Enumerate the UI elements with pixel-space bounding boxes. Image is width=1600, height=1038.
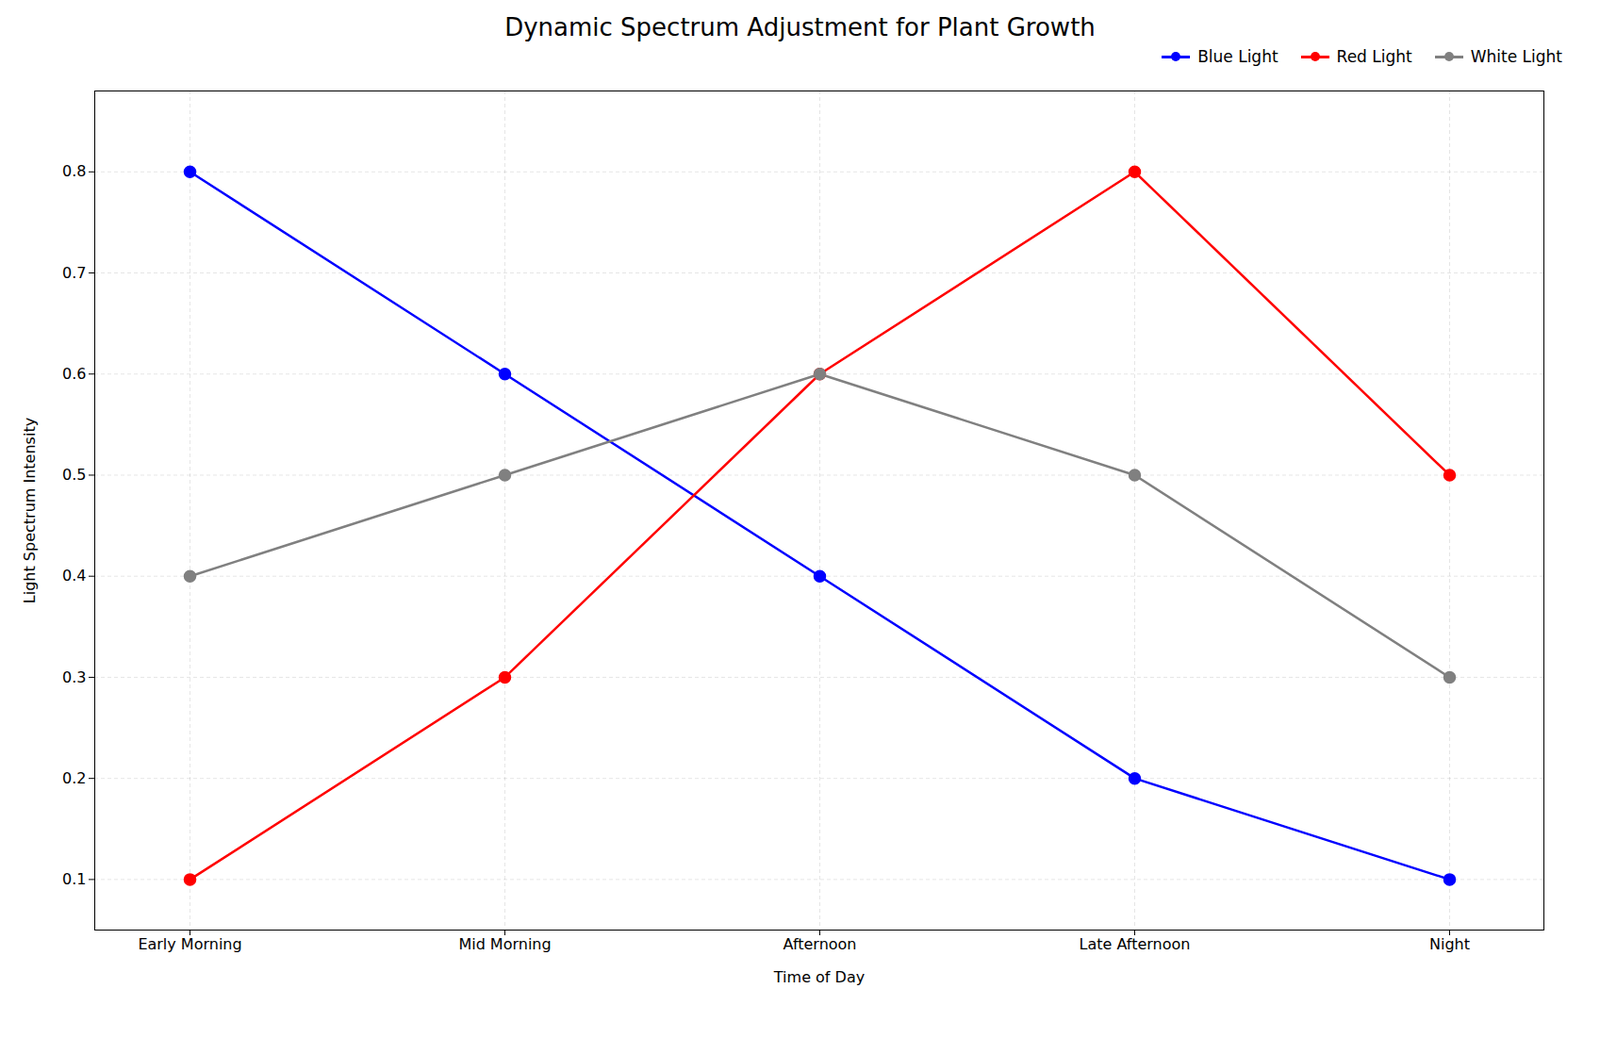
- svg-text:Mid Morning: Mid Morning: [458, 935, 551, 954]
- svg-text:Early Morning: Early Morning: [137, 935, 242, 954]
- html-text:Red Light: Red Light: [1336, 47, 1413, 66]
- svg-text:Night: Night: [1429, 935, 1470, 954]
- svg-text:0.2: 0.2: [62, 769, 86, 788]
- svg-text:0.6: 0.6: [62, 364, 86, 383]
- svg-text:0.1: 0.1: [62, 870, 86, 889]
- svg-text:Time of Day: Time of Day: [773, 968, 865, 987]
- svg-text:0.8: 0.8: [62, 162, 86, 181]
- svg-text:Afternoon: Afternoon: [783, 935, 858, 954]
- svg-text:0.7: 0.7: [62, 263, 86, 282]
- svg-text:0.3: 0.3: [62, 668, 86, 687]
- html-text:White Light: White Light: [1470, 47, 1563, 66]
- html-text:Dynamic Spectrum Adjustment fo: Dynamic Spectrum Adjustment for Plant Gr…: [504, 13, 1096, 42]
- svg-text:Late Afternoon: Late Afternoon: [1079, 935, 1191, 954]
- html-text:Blue Light: Blue Light: [1197, 47, 1279, 66]
- svg-text:0.5: 0.5: [62, 465, 86, 484]
- svg-text:Light Spectrum Intensity: Light Spectrum Intensity: [20, 417, 39, 604]
- svg-text:0.4: 0.4: [62, 566, 86, 585]
